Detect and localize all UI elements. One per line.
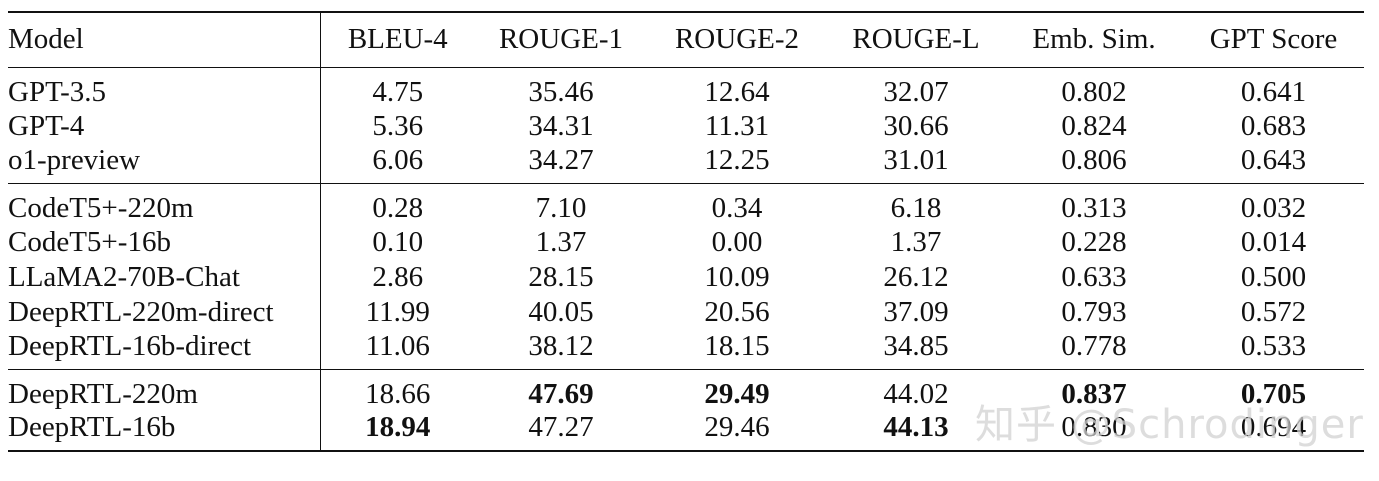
cell-rouge-l: 1.37: [890, 225, 942, 258]
cell-rouge-2: 11.31: [704, 109, 770, 142]
table-group-deeprtl: DeepRTL-220m 18.66 47.69 29.49 44.02 0.8…: [8, 369, 1364, 451]
cell-rouge-1: 7.10: [535, 191, 587, 224]
cell-rouge-l: 26.12: [883, 260, 949, 293]
cell-rouge-l: 6.18: [890, 191, 942, 224]
row-model-name: DeepRTL-16b-direct: [8, 329, 321, 369]
cell-rouge-2: 12.64: [704, 75, 770, 108]
cell-gpt-score: 0.683: [1240, 109, 1307, 142]
cell-rouge-l: 44.13: [883, 410, 949, 443]
cell-rouge-1: 47.27: [528, 410, 594, 443]
cell-rouge-2: 0.34: [711, 191, 763, 224]
cell-rouge-1: 28.15: [528, 260, 594, 293]
cell-bleu-4: 6.06: [372, 143, 424, 176]
header-rouge-2: ROUGE-2: [674, 23, 800, 56]
cell-bleu-4: 11.06: [365, 329, 430, 362]
cell-rouge-2: 18.15: [704, 329, 770, 362]
row-model-name: DeepRTL-220m-direct: [8, 294, 321, 330]
cell-emb-sim: 0.793: [1061, 295, 1127, 328]
cell-gpt-score: 0.014: [1240, 225, 1307, 258]
table-row: GPT-3.5 4.75 35.46 12.64 32.07 0.802 0.6…: [8, 67, 1364, 109]
cell-emb-sim: 0.778: [1061, 329, 1127, 362]
cell-gpt-score: 0.500: [1240, 260, 1307, 293]
cell-bleu-4: 18.66: [365, 377, 431, 410]
cell-rouge-2: 29.49: [704, 377, 770, 410]
row-model-name: o1-preview: [8, 143, 321, 183]
cell-rouge-1: 35.46: [528, 75, 594, 108]
cell-bleu-4: 0.28: [372, 191, 424, 224]
table-row: o1-preview 6.06 34.27 12.25 31.01 0.806 …: [8, 143, 1364, 183]
row-model-name: GPT-4: [8, 108, 321, 144]
cell-gpt-score: 0.643: [1240, 143, 1307, 176]
cell-rouge-2: 10.09: [704, 260, 770, 293]
table-row: GPT-4 5.36 34.31 11.31 30.66 0.824 0.683: [8, 108, 1364, 144]
cell-rouge-l: 32.07: [883, 75, 949, 108]
row-model-name: CodeT5+-220m: [8, 183, 321, 225]
header-model: Model: [8, 12, 321, 67]
cell-rouge-l: 37.09: [883, 295, 949, 328]
cell-rouge-2: 29.46: [704, 410, 770, 443]
cell-gpt-score: 0.572: [1240, 295, 1307, 328]
header-bleu-4: BLEU-4: [347, 23, 448, 56]
results-table-container: Model BLEU-4 ROUGE-1 ROUGE-2 ROUGE-L Emb…: [8, 11, 1364, 452]
table-group-proprietary: GPT-3.5 4.75 35.46 12.64 32.07 0.802 0.6…: [8, 67, 1364, 183]
cell-rouge-l: 34.85: [883, 329, 949, 362]
header-row: Model BLEU-4 ROUGE-1 ROUGE-2 ROUGE-L Emb…: [8, 12, 1364, 67]
row-model-name: DeepRTL-16b: [8, 410, 321, 451]
table-row: DeepRTL-16b 18.94 47.27 29.46 44.13 0.83…: [8, 410, 1364, 451]
cell-bleu-4: 5.36: [372, 109, 424, 142]
cell-rouge-2: 20.56: [704, 295, 770, 328]
header-rouge-1: ROUGE-1: [498, 23, 624, 56]
results-table: Model BLEU-4 ROUGE-1 ROUGE-2 ROUGE-L Emb…: [8, 11, 1364, 452]
cell-rouge-l: 31.01: [883, 143, 949, 176]
cell-gpt-score: 0.705: [1240, 377, 1307, 410]
cell-rouge-l: 30.66: [883, 109, 949, 142]
table-row: CodeT5+-220m 0.28 7.10 0.34 6.18 0.313 0…: [8, 183, 1364, 225]
cell-emb-sim: 0.837: [1061, 377, 1127, 410]
cell-gpt-score: 0.694: [1240, 410, 1307, 443]
table-header: Model BLEU-4 ROUGE-1 ROUGE-2 ROUGE-L Emb…: [8, 12, 1364, 67]
cell-emb-sim: 0.802: [1061, 75, 1127, 108]
row-model-name: GPT-3.5: [8, 67, 321, 109]
row-model-name: DeepRTL-220m: [8, 369, 321, 411]
row-model-name: LLaMA2-70B-Chat: [8, 259, 321, 295]
cell-emb-sim: 0.824: [1061, 109, 1127, 142]
cell-rouge-1: 47.69: [528, 377, 594, 410]
cell-rouge-l: 44.02: [883, 377, 949, 410]
cell-emb-sim: 0.313: [1061, 191, 1127, 224]
row-model-name: CodeT5+-16b: [8, 224, 321, 260]
cell-rouge-1: 40.05: [528, 295, 594, 328]
cell-gpt-score: 0.641: [1240, 75, 1307, 108]
table-row: DeepRTL-220m 18.66 47.69 29.49 44.02 0.8…: [8, 369, 1364, 411]
cell-bleu-4: 2.86: [372, 260, 424, 293]
table-row: CodeT5+-16b 0.10 1.37 0.00 1.37 0.228 0.…: [8, 224, 1364, 260]
cell-bleu-4: 0.10: [372, 225, 424, 258]
header-gpt-score: GPT Score: [1209, 23, 1338, 56]
cell-rouge-1: 34.27: [528, 143, 594, 176]
cell-emb-sim: 0.633: [1061, 260, 1127, 293]
header-rouge-l: ROUGE-L: [852, 23, 980, 56]
cell-bleu-4: 11.99: [365, 295, 430, 328]
table-row: DeepRTL-16b-direct 11.06 38.12 18.15 34.…: [8, 329, 1364, 369]
header-emb-sim: Emb. Sim.: [1032, 23, 1156, 56]
cell-rouge-1: 34.31: [528, 109, 594, 142]
cell-rouge-2: 0.00: [711, 225, 763, 258]
cell-emb-sim: 0.830: [1061, 410, 1127, 443]
cell-rouge-1: 38.12: [528, 329, 594, 362]
table-row: LLaMA2-70B-Chat 2.86 28.15 10.09 26.12 0…: [8, 259, 1364, 295]
cell-emb-sim: 0.806: [1061, 143, 1127, 176]
cell-gpt-score: 0.032: [1240, 191, 1307, 224]
cell-bleu-4: 18.94: [365, 410, 431, 443]
cell-rouge-1: 1.37: [535, 225, 587, 258]
table-row: DeepRTL-220m-direct 11.99 40.05 20.56 37…: [8, 294, 1364, 330]
cell-emb-sim: 0.228: [1061, 225, 1127, 258]
cell-rouge-2: 12.25: [704, 143, 770, 176]
table-group-open-source: CodeT5+-220m 0.28 7.10 0.34 6.18 0.313 0…: [8, 183, 1364, 369]
cell-gpt-score: 0.533: [1240, 329, 1307, 362]
cell-bleu-4: 4.75: [372, 75, 424, 108]
